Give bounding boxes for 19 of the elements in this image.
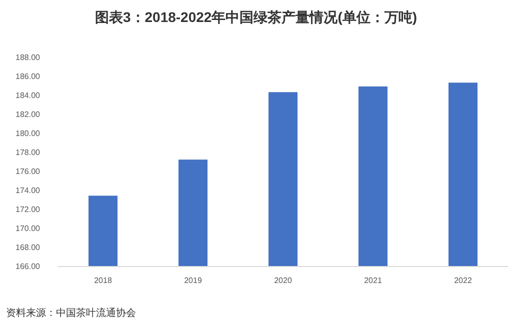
y-tick-label: 188.00 [16,53,41,62]
y-tick-label: 174.00 [16,186,41,195]
y-tick-label: 186.00 [16,72,41,81]
y-tick-label: 182.00 [16,110,41,119]
x-tick-label: 2020 [274,276,292,285]
y-tick-label: 170.00 [16,224,41,233]
text: 资料来源：中国茶叶流通协会 [6,307,136,319]
x-tick-label: 2019 [184,276,202,285]
y-tick-label: 184.00 [16,91,41,100]
y-tick-label: 172.00 [16,205,41,214]
y-tick-label: 168.00 [16,243,41,252]
y-tick-label: 176.00 [16,167,41,176]
chart-title: 图表3：2018-2022年中国绿茶产量情况(单位：万吨) [94,9,418,25]
y-tick-label: 166.00 [16,262,41,271]
x-tick-label: 2021 [364,276,382,285]
y-tick-label: 178.00 [16,148,41,157]
x-tick-label: 2018 [94,276,112,285]
y-tick-label: 180.00 [16,129,41,138]
x-tick-label: 2022 [454,276,472,285]
